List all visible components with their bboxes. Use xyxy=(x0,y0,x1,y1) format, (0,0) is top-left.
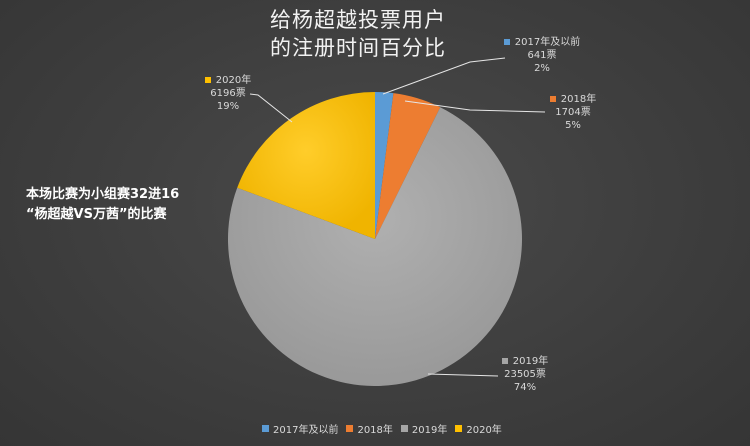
title-line-1: 给杨超越投票用户 xyxy=(270,8,446,32)
data-label-2020: 2020年 6196票 19% xyxy=(198,74,258,113)
match-note: 本场比赛为小组赛32进16 “杨超越VS万茜”的比赛 xyxy=(26,185,179,225)
gray-swatch-icon xyxy=(501,358,508,364)
legend-item-2017: 2017年及以前 xyxy=(262,421,338,436)
chart-legend: 2017年及以前 2018年 2019年 2020年 xyxy=(262,421,502,436)
legend-item-2018: 2018年 xyxy=(346,421,393,436)
note-line-2: “杨超越VS万茜”的比赛 xyxy=(26,207,167,222)
pie-slices xyxy=(228,92,523,386)
orange-swatch-icon xyxy=(549,96,556,102)
leader-lines xyxy=(249,57,546,377)
data-label-2017: 2017年及以前 641票 2% xyxy=(497,36,587,75)
title-line-2: 的注册时间百分比 xyxy=(270,36,446,60)
legend-item-2020: 2020年 xyxy=(455,421,502,436)
legend-swatch-icon xyxy=(346,425,354,432)
legend-item-2019: 2019年 xyxy=(400,421,447,436)
legend-swatch-icon xyxy=(400,425,408,432)
note-line-1: 本场比赛为小组赛32进16 xyxy=(26,187,180,202)
blue-swatch-icon xyxy=(503,39,510,45)
legend-swatch-icon xyxy=(262,425,269,432)
data-label-2019: 2019年 23505票 74% xyxy=(490,355,560,394)
chart-title: 给杨超越投票用户 的注册时间百分比 xyxy=(238,6,478,62)
legend-swatch-icon xyxy=(455,425,463,432)
slice-2018 xyxy=(375,93,441,240)
slice-2019 xyxy=(228,107,523,386)
yellow-swatch-icon xyxy=(204,77,211,83)
data-label-2018: 2018年 1704票 5% xyxy=(543,93,603,132)
slice-2017 xyxy=(375,92,394,239)
slice-2020 xyxy=(237,92,375,239)
